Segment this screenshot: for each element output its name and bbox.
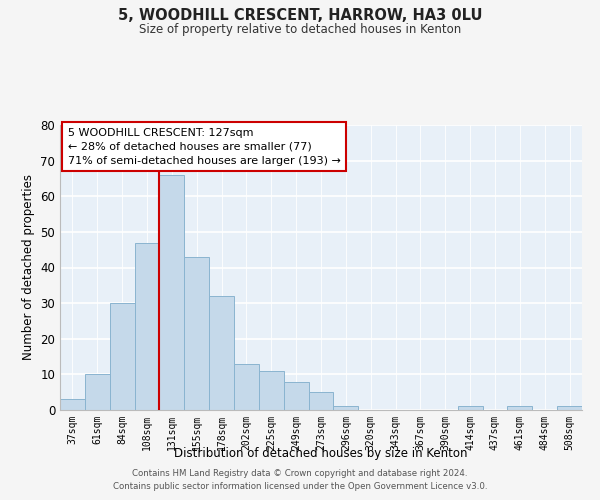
Text: Size of property relative to detached houses in Kenton: Size of property relative to detached ho… [139, 22, 461, 36]
Bar [334, 406, 358, 410]
Bar [308, 392, 334, 410]
Bar [458, 406, 482, 410]
Bar [184, 257, 209, 410]
Text: Contains HM Land Registry data © Crown copyright and database right 2024.: Contains HM Land Registry data © Crown c… [132, 468, 468, 477]
Text: 5 WOODHILL CRESCENT: 127sqm
← 28% of detached houses are smaller (77)
71% of sem: 5 WOODHILL CRESCENT: 127sqm ← 28% of det… [68, 128, 341, 166]
Bar [508, 406, 532, 410]
Bar [234, 364, 259, 410]
Y-axis label: Number of detached properties: Number of detached properties [22, 174, 35, 360]
Bar [60, 400, 85, 410]
Bar [209, 296, 234, 410]
Text: Distribution of detached houses by size in Kenton: Distribution of detached houses by size … [174, 448, 468, 460]
Bar [134, 242, 160, 410]
Text: Contains public sector information licensed under the Open Government Licence v3: Contains public sector information licen… [113, 482, 487, 491]
Bar [110, 303, 134, 410]
Bar [284, 382, 308, 410]
Bar [85, 374, 110, 410]
Bar [160, 175, 184, 410]
Bar [557, 406, 582, 410]
Bar [259, 371, 284, 410]
Text: 5, WOODHILL CRESCENT, HARROW, HA3 0LU: 5, WOODHILL CRESCENT, HARROW, HA3 0LU [118, 8, 482, 22]
